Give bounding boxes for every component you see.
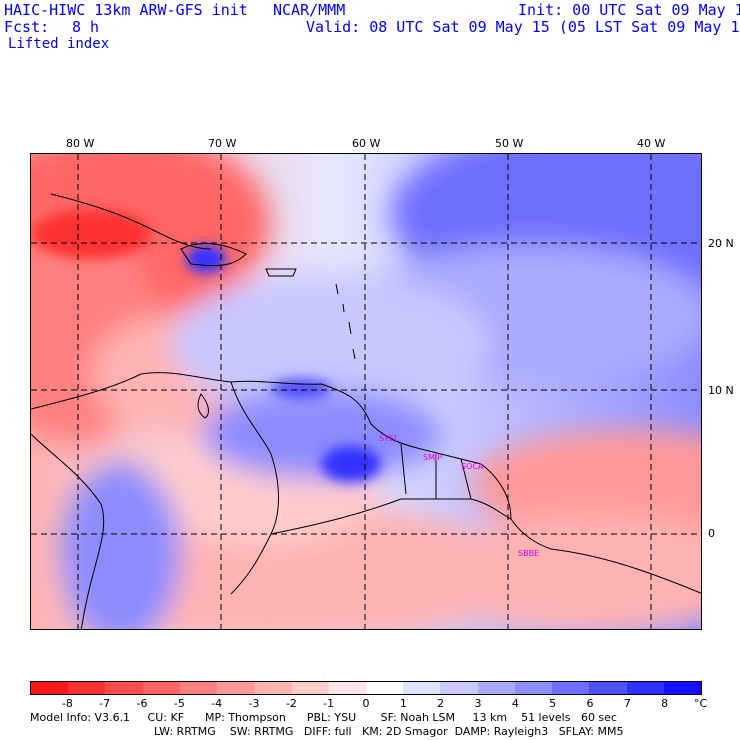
colorbar-label: -7 (99, 697, 111, 710)
colorbar-cell (68, 682, 106, 694)
colorbar-label: -8 (61, 697, 73, 710)
colorbar-cell (365, 682, 404, 694)
colorbar-cell (217, 682, 255, 694)
colorbar-label: -2 (285, 697, 297, 710)
station-label: SBBE (518, 549, 539, 558)
colorbar-cell (663, 682, 701, 694)
init-time: Init: 00 UTC Sat 09 May 15 (518, 1, 740, 19)
lat-label: 0 (708, 527, 715, 540)
model-title: HAIC-HIWC 13km ARW-GFS init (4, 1, 248, 19)
colorbar-label: 3 (474, 697, 482, 710)
lon-label: 60 W (352, 137, 381, 150)
valid-time: Valid: 08 UTC Sat 09 May 15 (05 LST Sat … (306, 18, 740, 36)
colorbar-cell (514, 682, 553, 694)
colorbar-cell (626, 682, 664, 694)
colorbar-label: -5 (173, 697, 185, 710)
station-label: SYEL (379, 434, 399, 443)
fcst-label: Fcst: (4, 18, 50, 36)
lat-label: 10 N (708, 384, 734, 397)
colorbar (30, 681, 702, 695)
colorbar-label: 5 (549, 697, 557, 710)
colorbar-label: 2 (437, 697, 445, 710)
colorbar-label: -4 (211, 697, 223, 710)
lon-label: 40 W (637, 137, 666, 150)
model-info-line2: LW: RRTMG SW: RRTMG DIFF: full KM: 2D Sm… (154, 725, 624, 738)
colorbar-cell (328, 682, 366, 694)
colorbar-cell (31, 682, 69, 694)
lat-label: 20 N (708, 237, 734, 250)
colorbar-cell (142, 682, 180, 694)
colorbar-cell (105, 682, 143, 694)
station-label: SMJP (423, 453, 442, 462)
colorbar-label: 8 (661, 697, 669, 710)
lon-label: 80 W (66, 137, 95, 150)
lon-label: 70 W (208, 137, 237, 150)
colorbar-cell (589, 682, 627, 694)
colorbar-cell (477, 682, 515, 694)
colorbar-cell (254, 682, 292, 694)
lifted-index-field: SYEL SMJP SOCA SBBE (31, 154, 701, 629)
colorbar-cell (179, 682, 218, 694)
colorbar-labels: -8 -7 -6 -5 -4 -3 -2 -1 0 1 2 3 4 5 6 7 8 (30, 697, 702, 710)
colorbar-cell (403, 682, 441, 694)
station-label: SOCA (461, 462, 484, 471)
colorbar-cell (440, 682, 478, 694)
colorbar-label: 4 (511, 697, 519, 710)
colorbar-unit: °C (694, 697, 708, 710)
colorbar-label: 6 (586, 697, 594, 710)
lon-label: 50 W (495, 137, 524, 150)
colorbar-label: -1 (323, 697, 335, 710)
colorbar-cell (552, 682, 590, 694)
map-panel: SYEL SMJP SOCA SBBE (30, 153, 702, 630)
colorbar-label: -6 (136, 697, 148, 710)
graticule (31, 154, 701, 629)
fcst-value: 8 h (72, 18, 100, 36)
colorbar-cell (291, 682, 329, 694)
model-info-line1: Model Info: V3.6.1 CU: KF MP: Thompson P… (30, 711, 617, 724)
colorbar-label: 0 (362, 697, 370, 710)
colorbar-label: 1 (399, 697, 407, 710)
colorbar-label: 7 (623, 697, 631, 710)
field-name: Lifted index (8, 36, 110, 52)
colorbar-label: -3 (248, 697, 260, 710)
org-label: NCAR/MMM (273, 1, 346, 19)
